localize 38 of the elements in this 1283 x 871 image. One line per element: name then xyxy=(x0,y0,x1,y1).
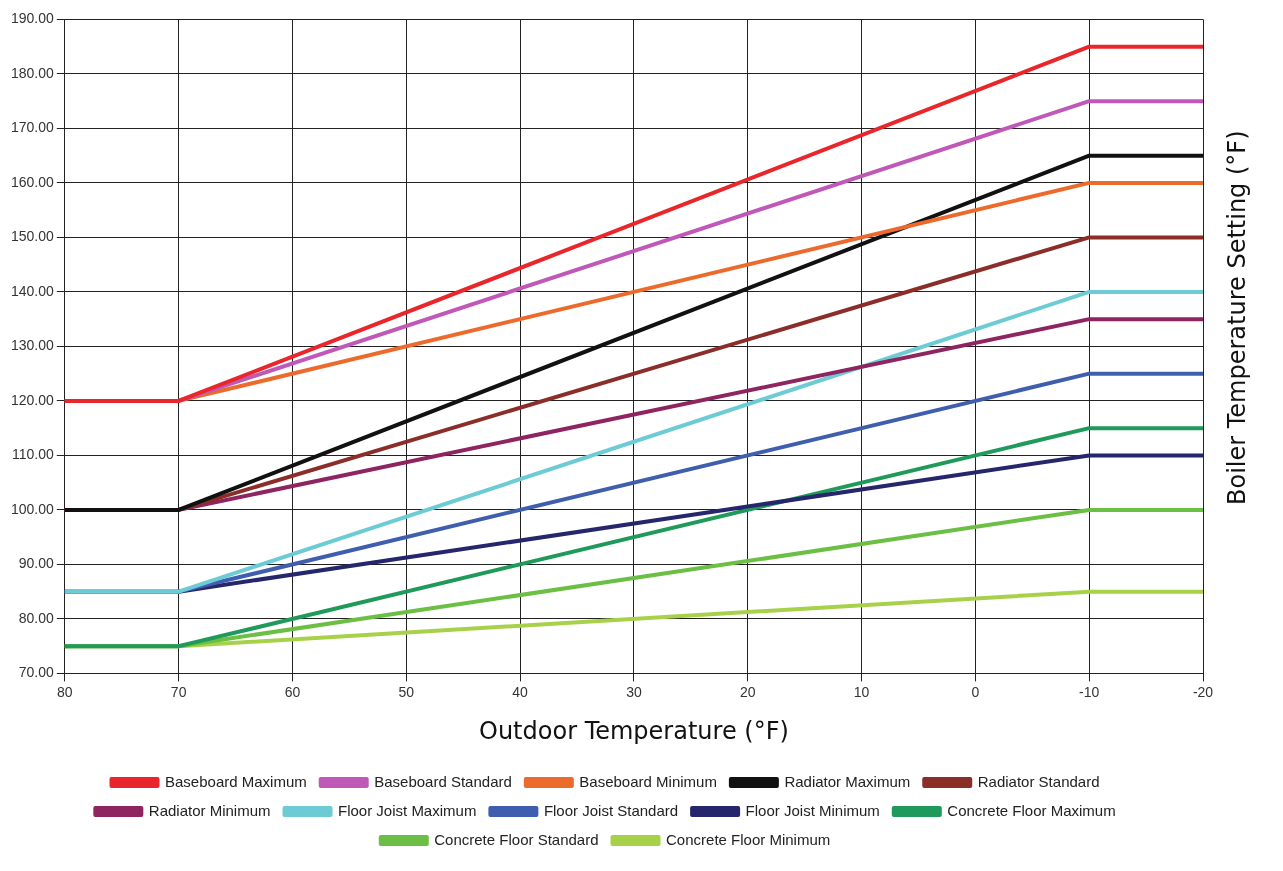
x-tick-label: -20 xyxy=(1192,683,1214,700)
y-tick-label: 170.00 xyxy=(10,119,55,136)
legend-label: Concrete Floor Standard xyxy=(434,830,599,848)
x-tick-label: -10 xyxy=(1079,683,1100,700)
y-tick-label: 80.00 xyxy=(18,609,55,626)
x-tick-label: 10 xyxy=(853,683,870,700)
y-tick-label: 110.00 xyxy=(12,446,55,463)
y-axis-title: Boiler Temperature Setting (°F) xyxy=(1223,129,1251,508)
legend-label: Concrete Floor Minimum xyxy=(666,830,831,848)
legend-label: Radiator Maximum xyxy=(784,772,911,790)
y-tick-label: 90.00 xyxy=(18,555,55,572)
legend-label: Baseboard Standard xyxy=(374,772,512,790)
x-tick-label: 80 xyxy=(57,683,73,700)
x-tick-label: 70 xyxy=(170,683,187,700)
y-tick-label: 100.00 xyxy=(10,500,55,517)
legend-label: Baseboard Maximum xyxy=(165,772,307,790)
y-tick-label: 120.00 xyxy=(10,391,55,408)
y-tick-label: 160.00 xyxy=(10,173,55,190)
y-tick-label: 190.00 xyxy=(10,10,55,27)
y-tick-label: 140.00 xyxy=(10,282,55,299)
y-tick-label: 180.00 xyxy=(10,64,55,81)
legend-label: Radiator Minimum xyxy=(148,801,271,819)
y-tick-label: 150.00 xyxy=(10,228,55,245)
legend-label: Concrete Floor Maximum xyxy=(947,801,1116,819)
y-tick-label: 70.00 xyxy=(18,664,55,681)
legend-label: Floor Joist Standard xyxy=(543,801,679,819)
legend-label: Floor Joist Maximum xyxy=(338,801,477,819)
x-tick-label: 0 xyxy=(971,683,980,700)
x-tick-label: 40 xyxy=(512,683,529,700)
x-tick-label: 30 xyxy=(626,683,642,700)
x-tick-label: 50 xyxy=(398,683,415,700)
legend-label: Radiator Standard xyxy=(977,772,1100,790)
x-axis-title: Outdoor Temperature (°F) xyxy=(479,716,789,745)
legend-label: Baseboard Minimum xyxy=(579,772,717,790)
legend-label: Floor Joist Minimum xyxy=(745,801,880,819)
y-tick-label: 130.00 xyxy=(10,337,55,354)
x-tick-label: 20 xyxy=(739,683,756,700)
x-tick-label: 60 xyxy=(284,683,301,700)
